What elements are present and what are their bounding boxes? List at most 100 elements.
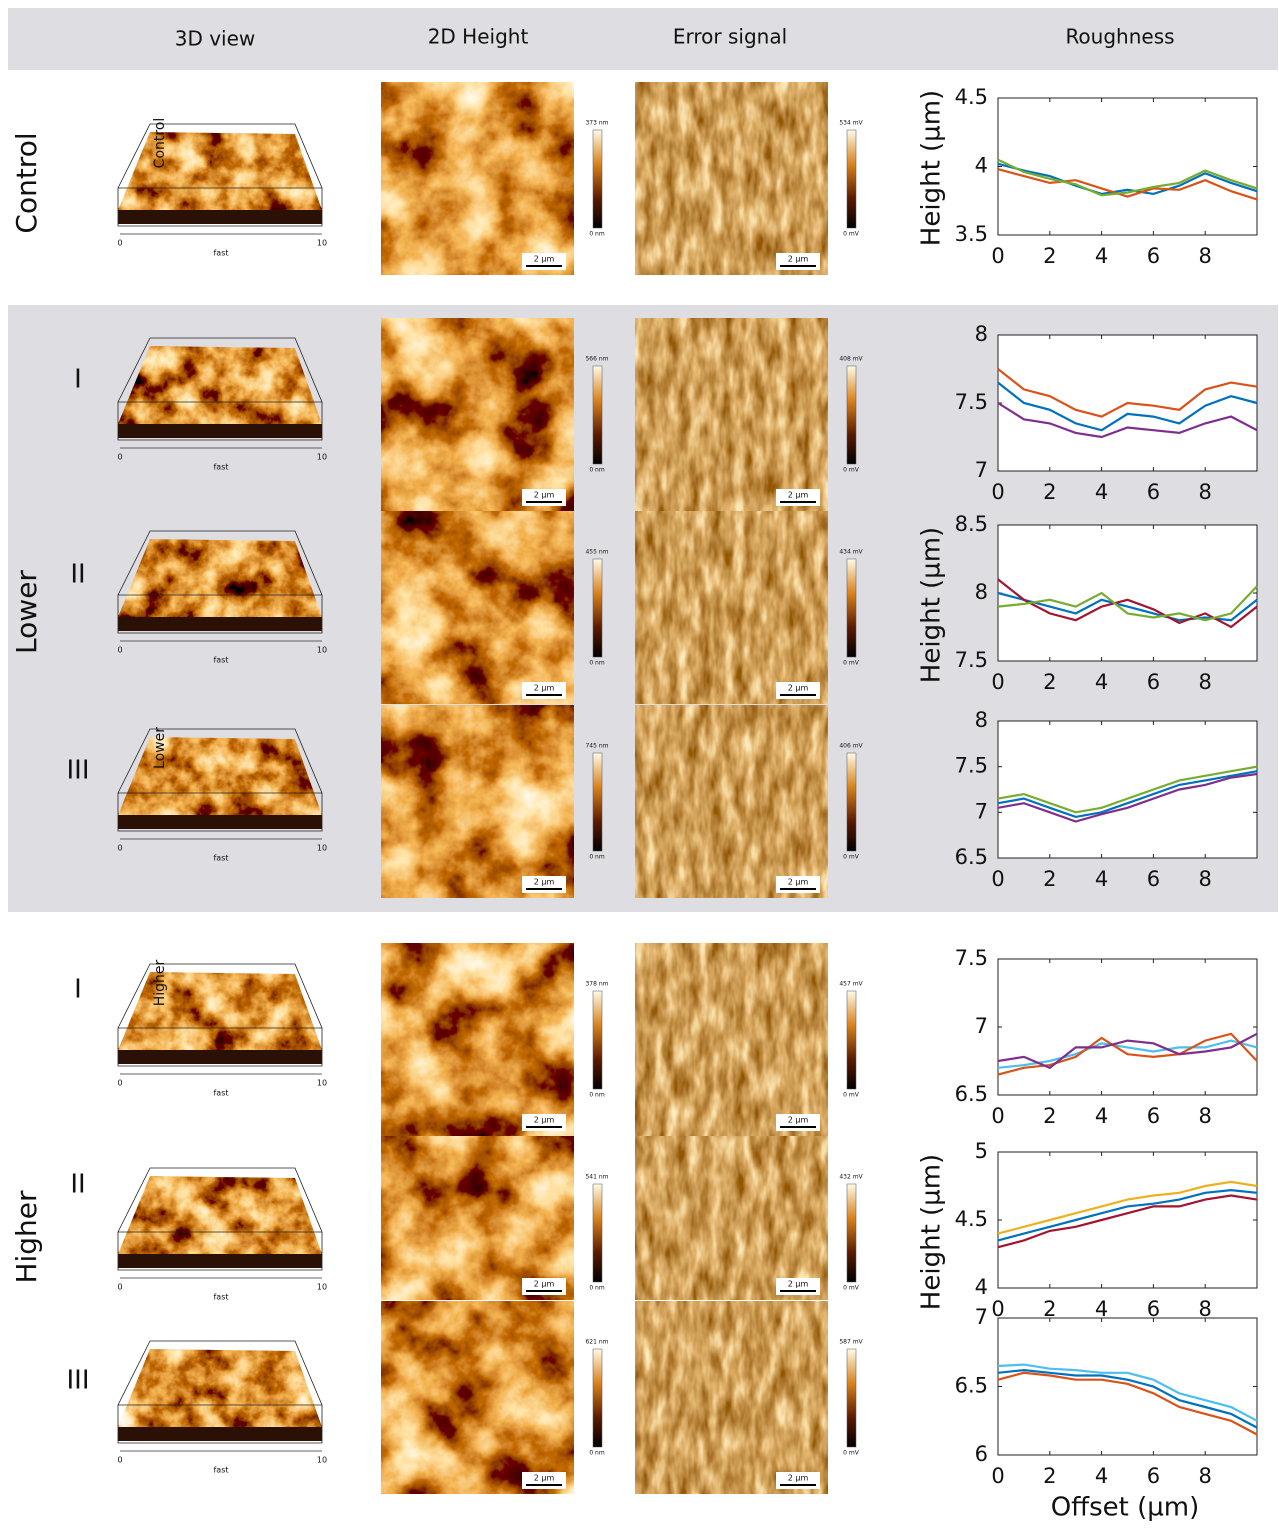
- profile-line: [997, 162, 1258, 196]
- colorbar-min: 0 nm: [589, 660, 605, 667]
- x-tick-label: 0: [991, 1297, 1004, 1321]
- y-tick-label: 7.5: [955, 648, 988, 672]
- x-tick-label: 2: [1043, 670, 1056, 694]
- scale-bar-label: 2 µm: [534, 1280, 555, 1289]
- height-image: [381, 318, 574, 511]
- x-tick-label: 2: [1043, 867, 1056, 891]
- colorbar-max: 541 nm: [585, 1174, 608, 1181]
- box-outline: [117, 963, 323, 1067]
- x-tick-label: 2: [1043, 1464, 1056, 1488]
- axis-3d-label: 0: [117, 1079, 122, 1088]
- y-tick-label: 6.5: [955, 1082, 988, 1106]
- y-axis-label: Height (µm): [917, 1154, 947, 1310]
- y-tick-label: 7: [975, 1305, 988, 1329]
- x-tick-label: 2: [1043, 480, 1056, 504]
- box-outline: [117, 1340, 323, 1444]
- surface-3d: [118, 1176, 322, 1254]
- scale-bar-label: 2 µm: [788, 491, 809, 500]
- axis-3d-name: fast: [213, 854, 228, 863]
- x-tick-label: 0: [991, 1464, 1004, 1488]
- y-tick-label: 4.5: [955, 1207, 988, 1231]
- y-tick-label: 8.5: [955, 512, 988, 536]
- colorbar-max: 587 mV: [839, 1339, 863, 1346]
- height-image: [381, 511, 574, 704]
- column-header: Roughness: [1065, 25, 1174, 49]
- column-header: 2D Height: [428, 25, 529, 49]
- x-tick-label: 6: [1147, 1297, 1160, 1321]
- profile-line: [997, 1032, 1258, 1076]
- x-tick-label: 6: [1147, 480, 1160, 504]
- axis-3d-label: 0: [117, 646, 122, 655]
- colorbar-max: 621 nm: [585, 1339, 608, 1346]
- colorbar-min: 0 nm: [589, 854, 605, 861]
- scale-bar-label: 2 µm: [788, 1116, 809, 1125]
- x-tick-label: 0: [991, 867, 1004, 891]
- scale-bar-label: 2 µm: [534, 1116, 555, 1125]
- height-image: [381, 705, 574, 898]
- height-image: [381, 1301, 574, 1494]
- axis-3d-name: fast: [213, 1293, 228, 1302]
- scale-bar-label: 2 µm: [788, 878, 809, 887]
- y-tick-label: 8: [975, 580, 988, 604]
- profile-line: [997, 585, 1258, 622]
- colorbar: [846, 1348, 857, 1448]
- colorbar-min: 0 mV: [843, 1092, 860, 1099]
- column-header: 3D view: [175, 27, 256, 51]
- colorbar: [592, 1348, 603, 1448]
- axis-3d-label: 10: [317, 844, 327, 853]
- profile-line: [997, 772, 1258, 823]
- profile-line: [997, 1188, 1258, 1242]
- x-tick-label: 8: [1199, 1104, 1212, 1128]
- scale-bar-label: 2 µm: [534, 491, 555, 500]
- colorbar: [592, 752, 603, 852]
- surface-3d: [118, 132, 322, 210]
- surface-3d: [118, 539, 322, 617]
- axis-3d-label: 0: [117, 1456, 122, 1465]
- box-outline: [117, 1167, 323, 1271]
- x-tick-label: 8: [1199, 1297, 1212, 1321]
- surface-side: [118, 615, 322, 631]
- surface-3d: [118, 972, 322, 1050]
- colorbar-max: 434 mV: [839, 549, 863, 556]
- box-outline: [117, 728, 323, 832]
- x-tick-label: 0: [991, 1104, 1004, 1128]
- plot-area: [997, 958, 1258, 1096]
- x-tick-label: 2: [1043, 1104, 1056, 1128]
- axis-3d-label: 10: [317, 1456, 327, 1465]
- colorbar-min: 0 nm: [589, 1285, 605, 1292]
- y-tick-label: 4.5: [955, 85, 988, 109]
- group-label: Lower: [10, 570, 43, 654]
- scale-bar-label: 2 µm: [534, 255, 555, 264]
- y-tick-label: 4: [975, 1275, 988, 1299]
- colorbar: [592, 1183, 603, 1283]
- profile-line: [997, 765, 1258, 814]
- x-tick-label: 0: [991, 480, 1004, 504]
- profile-line: [997, 1363, 1258, 1422]
- colorbar-min: 0 mV: [843, 467, 860, 474]
- y-tick-label: 7: [975, 1014, 988, 1038]
- y-tick-label: 6.5: [955, 845, 988, 869]
- profile-line: [997, 1039, 1258, 1069]
- height-image: [381, 943, 574, 1136]
- x-tick-label: 8: [1199, 480, 1212, 504]
- colorbar-max: 455 nm: [585, 549, 608, 556]
- box-outline: [117, 123, 323, 227]
- surface-side: [118, 422, 322, 438]
- scale-bar-label: 2 µm: [788, 1474, 809, 1483]
- axis-3d-label: 0: [117, 239, 122, 248]
- colorbar: [846, 752, 857, 852]
- x-tick-label: 6: [1147, 867, 1160, 891]
- surface-side: [118, 1425, 322, 1441]
- row-label: II: [70, 1170, 85, 1200]
- surface-3d: [118, 346, 322, 424]
- profile-line: [997, 168, 1258, 201]
- y-tick-label: 3.5: [955, 222, 988, 246]
- y-axis-label: Height (µm): [917, 527, 947, 683]
- colorbar-max: 406 mV: [839, 743, 863, 750]
- axis-3d-label: 0: [117, 1283, 122, 1292]
- plot-area: [997, 97, 1258, 236]
- x-tick-label: 8: [1199, 1464, 1212, 1488]
- y-tick-label: 6.5: [955, 1374, 988, 1398]
- x-tick-label: 4: [1095, 1104, 1108, 1128]
